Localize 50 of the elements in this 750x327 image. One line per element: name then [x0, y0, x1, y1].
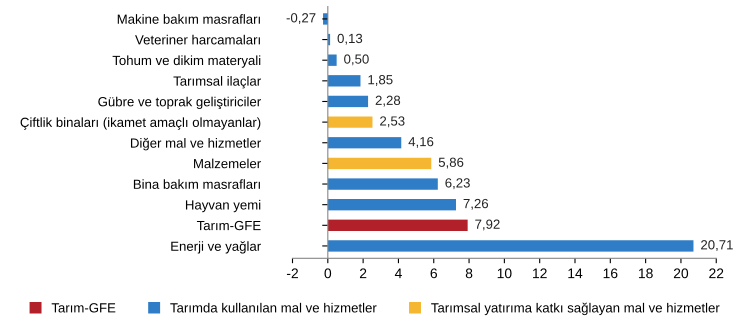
bar [328, 198, 456, 210]
legend-label: Tarımda kullanılan mal ve hizmetler [170, 302, 377, 313]
y-tick-label: Tohum ve dikim materyali [112, 55, 260, 68]
x-tick-label: 2 [360, 268, 366, 278]
x-tick-label: 0 [324, 268, 332, 278]
bar [328, 75, 360, 87]
y-tick-label: Tarımsal ilaçlar [173, 76, 261, 88]
y-tick-label: Bina bakım masrafları [134, 179, 260, 189]
legend-label: Tarım-GFE [52, 303, 116, 313]
x-tick-label: 8 [466, 268, 472, 278]
x-tick-label: 10 [498, 268, 512, 278]
x-tick-label: 12 [533, 268, 547, 278]
x-tick-label: 22 [709, 268, 724, 278]
data-label: 4,16 [408, 136, 434, 148]
x-tick-label: -2 [286, 268, 298, 278]
y-tick-label: Veteriner harcamaları [135, 34, 260, 44]
bar [328, 137, 402, 148]
y-tick-label: Diğer mal ve hizmetler [130, 138, 261, 150]
bar [328, 158, 432, 170]
x-tick-label: 16 [604, 268, 618, 278]
bar [328, 116, 372, 128]
y-tick-label: Çiftlik binaları (ikamet amaçlı olmayanlar) [20, 117, 260, 130]
y-tick-label: Hayvan yemi [186, 200, 260, 212]
data-label: 7,92 [475, 220, 500, 230]
data-label: 0,13 [338, 34, 362, 45]
y-tick-label: Tarım-GFE [196, 220, 261, 230]
bar [328, 96, 368, 108]
x-tick-label: 14 [568, 268, 582, 278]
y-tick-label: Makine bakım masrafları [118, 14, 260, 24]
data-label: 7,26 [464, 198, 488, 210]
x-tick-label: 4 [394, 268, 402, 278]
data-label: 0,50 [344, 54, 369, 66]
x-tick-label: 20 [674, 268, 688, 278]
data-label: 6,23 [445, 178, 470, 190]
data-label: -0,27 [286, 13, 316, 24]
y-tick-label: Malzemeler [194, 158, 261, 168]
y-tick-label: Enerji ve yağlar [171, 241, 261, 254]
bar [328, 220, 468, 231]
y-tick-label: Gübre ve toprak geliştiriciler [98, 96, 261, 110]
data-label: 5,86 [438, 158, 464, 168]
x-tick-label: 18 [638, 268, 653, 278]
x-tick-label: 6 [430, 268, 437, 278]
bar [328, 178, 438, 190]
data-label: 2,53 [380, 116, 405, 128]
bar [328, 240, 694, 252]
data-label: 20,71 [701, 240, 733, 252]
data-label: 2,28 [376, 96, 400, 107]
data-label: 1,85 [368, 75, 393, 86]
legend-label: Tarımsal yatırıma katkı sağlayan mal ve hizmetler [431, 302, 720, 316]
bar [328, 54, 337, 66]
